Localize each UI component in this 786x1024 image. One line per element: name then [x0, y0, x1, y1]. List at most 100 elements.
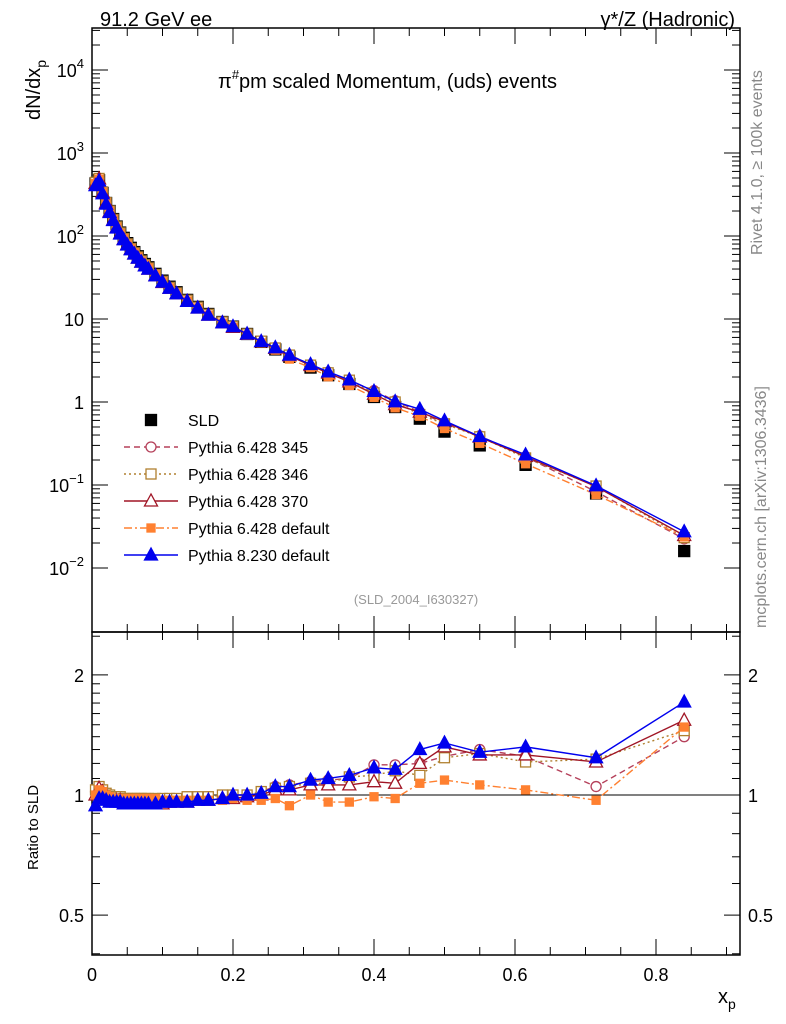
ratio-point [305, 790, 316, 800]
x-tick-label: 0.6 [502, 965, 527, 985]
ratio-point [390, 793, 400, 804]
ratio-y-label: Ratio to SLD [25, 785, 42, 870]
data-point [154, 273, 171, 288]
legend-label: Pythia 6.428 346 [188, 467, 308, 484]
data-point [678, 544, 691, 558]
data-point [190, 299, 206, 314]
ratio-point [679, 722, 689, 732]
y-tick-label: 104 [57, 56, 84, 81]
ratio-point [472, 743, 488, 758]
ratio-y-tick-label-right: 0.5 [748, 906, 773, 926]
legend-label: Pythia 6.428 370 [188, 494, 308, 511]
ratio-y-tick-label-right: 1 [748, 786, 758, 806]
x-tick-label: 0 [87, 965, 97, 985]
ratio-point [281, 778, 297, 793]
ratio-y-tick-label: 1 [74, 786, 84, 806]
ratio-point [225, 786, 241, 801]
data-point [366, 382, 382, 397]
legend-marker [143, 546, 159, 561]
data-point [147, 267, 164, 282]
data-point [517, 446, 534, 461]
y-tick-label: 10−2 [49, 554, 84, 579]
data-point [520, 459, 531, 469]
ratio-point [415, 778, 425, 788]
legend-label: SLD [188, 413, 219, 430]
ratio-point [517, 746, 534, 761]
ratio-point [87, 797, 104, 812]
ratio-point [387, 760, 403, 775]
ratio-point [253, 784, 269, 799]
ratio-point [588, 749, 604, 764]
data-point [387, 393, 403, 408]
chart-title: π#pm scaled Momentum, (uds) events [218, 67, 557, 93]
ratio-point [169, 793, 185, 808]
data-point [239, 325, 255, 340]
x-axis-label: xp [718, 986, 736, 1012]
data-point [588, 477, 604, 492]
data-point [179, 292, 195, 307]
ratio-y-tick-label: 0.5 [59, 906, 84, 926]
data-point [140, 260, 156, 275]
ratio-point [341, 776, 357, 791]
y-tick-label: 1 [74, 393, 84, 413]
y-axis-label: dN/dxp [23, 60, 49, 120]
data-point [436, 412, 453, 427]
ratio-point [344, 797, 354, 807]
legend-label: Pythia 8.230 default [188, 548, 330, 565]
data-point [341, 371, 357, 386]
legend-marker [146, 523, 156, 533]
ratio-point [412, 755, 428, 770]
legend-marker [144, 413, 158, 427]
ratio-point [239, 786, 255, 801]
ratio-point [439, 775, 450, 785]
data-point [676, 523, 692, 538]
header-left: 91.2 GeV ee [100, 9, 212, 31]
analysis-annotation: (SLD_2004_I630327) [354, 592, 478, 607]
x-tick-label: 0.2 [220, 965, 245, 985]
ratio-point [341, 766, 357, 782]
x-tick-label: 0.4 [361, 965, 386, 985]
y-tick-label: 103 [57, 139, 84, 164]
header-right: γ*/Z (Hadronic) [601, 9, 735, 31]
y-tick-label: 10 [64, 310, 84, 330]
ratio-point [179, 793, 195, 808]
data-point [161, 279, 178, 294]
data-point [281, 346, 297, 361]
ratio-point [190, 791, 206, 806]
data-point [253, 333, 269, 348]
ratio-point [517, 738, 534, 753]
ratio-point [520, 785, 531, 795]
y-tick-label: 102 [57, 222, 84, 247]
main-frame [91, 27, 741, 633]
data-point [472, 428, 488, 443]
series-pythia-8-230-default: Pythia 8.230 default [87, 172, 692, 812]
data-point [225, 318, 241, 333]
data-point [267, 339, 283, 354]
ratio-point [270, 793, 280, 804]
data-point [320, 363, 336, 378]
ratio-point [284, 801, 295, 811]
data-point [214, 314, 231, 329]
ratio-point [200, 791, 216, 806]
data-point [94, 185, 111, 200]
legend-marker [145, 468, 157, 480]
ratio-y-tick-label-right: 2 [748, 666, 758, 686]
ratio-point [436, 734, 453, 749]
ratio-point [676, 693, 692, 708]
legend-marker [143, 492, 159, 507]
data-point [302, 356, 319, 371]
ratio-point [591, 795, 601, 805]
mcplots-label: mcplots.cern.ch [arXiv:1306.3436] [753, 386, 770, 628]
ratio-point [267, 778, 283, 793]
legend-label: Pythia 6.428 345 [188, 440, 308, 457]
series-sld: SLD [89, 174, 691, 558]
data-point [91, 172, 107, 187]
ratio-point [366, 773, 382, 788]
ratio-point [412, 741, 428, 756]
ratio-point [438, 752, 451, 764]
ratio-point [475, 780, 485, 790]
ratio-point [302, 771, 319, 786]
data-point [412, 400, 428, 415]
